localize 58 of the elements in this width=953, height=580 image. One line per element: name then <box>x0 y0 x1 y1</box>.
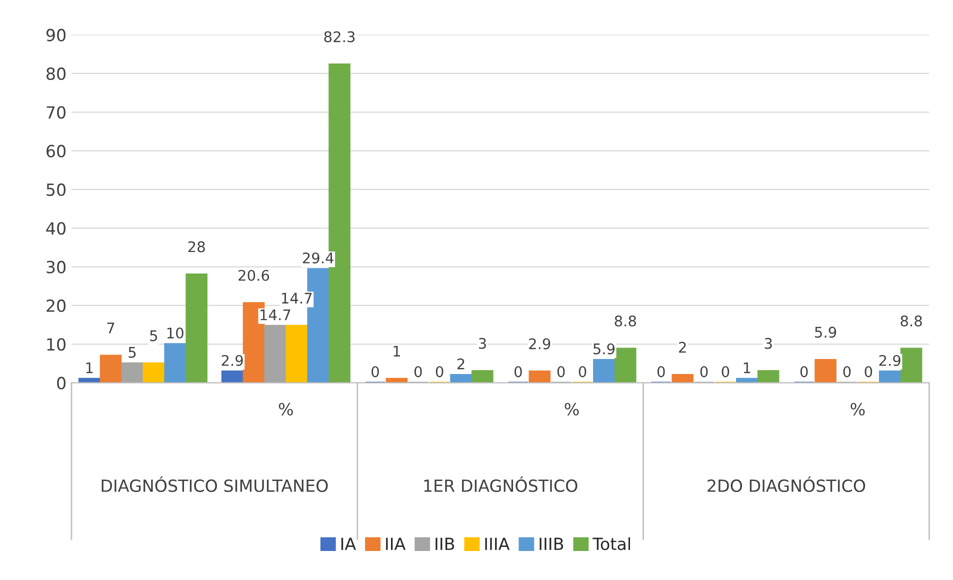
data-label: 14.7 <box>282 292 312 304</box>
y-tick-label: 90 <box>46 28 66 42</box>
legend-label: IIB <box>436 538 454 550</box>
data-label: 0 <box>372 366 379 378</box>
data-label: 3 <box>478 338 486 349</box>
y-tick-label: 10 <box>47 338 66 351</box>
data-label: 2.9 <box>879 354 900 366</box>
y-tick-label: 0 <box>57 376 66 390</box>
data-label: 0 <box>800 366 808 378</box>
data-label: 3 <box>764 338 772 349</box>
data-label: 2 <box>457 358 464 370</box>
data-label: 0 <box>557 366 565 378</box>
data-label: 2 <box>679 342 686 353</box>
data-label: 0 <box>657 366 665 378</box>
legend-label: IIIA <box>485 538 510 550</box>
data-label: 8.8 <box>900 315 922 327</box>
y-tick-label: 40 <box>46 222 66 235</box>
data-label: 0 <box>864 366 872 378</box>
legend-label: IA <box>341 538 356 550</box>
data-label: 14.7 <box>260 310 290 320</box>
data-label: 1 <box>744 362 750 374</box>
data-label: 82.3 <box>324 31 355 42</box>
y-tick-label: 80 <box>46 67 66 80</box>
data-label: 29.4 <box>302 252 334 264</box>
x-tick-label: % <box>278 402 293 416</box>
data-label: 0 <box>700 366 708 378</box>
data-label: 5.9 <box>815 326 836 338</box>
data-label: 1 <box>86 362 93 374</box>
y-tick-label: 60 <box>46 144 66 158</box>
data-label: 0 <box>436 366 444 378</box>
data-label: 7 <box>107 322 114 334</box>
x-tick-label: % <box>564 402 579 416</box>
data-label: 0 <box>843 366 851 378</box>
y-tick-label: 20 <box>46 299 66 312</box>
text: 1ER DIAGNÓSTICO <box>424 476 578 492</box>
data-label: 1 <box>394 346 400 356</box>
data-label: 0 <box>514 366 522 378</box>
data-label: 8.8 <box>614 315 636 327</box>
legend-label: IIIB <box>540 538 564 550</box>
data-label: 5 <box>128 347 136 358</box>
data-label: 0 <box>414 366 422 378</box>
data-label: 20.6 <box>238 270 270 281</box>
data-label: 5.9 <box>593 343 615 354</box>
data-label: 2.9 <box>529 338 550 350</box>
data-label: 5 <box>150 330 158 342</box>
text: DIAGNÓSTICO SIMULTANEO <box>102 476 328 492</box>
data-label: 28 <box>188 241 205 252</box>
data-label: 2.9 <box>222 354 243 366</box>
legend-label: Total <box>592 537 630 550</box>
data-label: 10 <box>167 328 184 339</box>
legend-label: IIA <box>386 538 406 550</box>
x-tick-label: % <box>850 402 865 416</box>
y-tick-label: 70 <box>46 106 66 119</box>
text: 2DO DIAGNÓSTICO <box>708 476 866 492</box>
data-label: 0 <box>722 366 730 378</box>
y-tick-label: 30 <box>46 260 66 274</box>
data-label: 0 <box>578 366 586 378</box>
y-tick-label: 50 <box>46 183 66 196</box>
